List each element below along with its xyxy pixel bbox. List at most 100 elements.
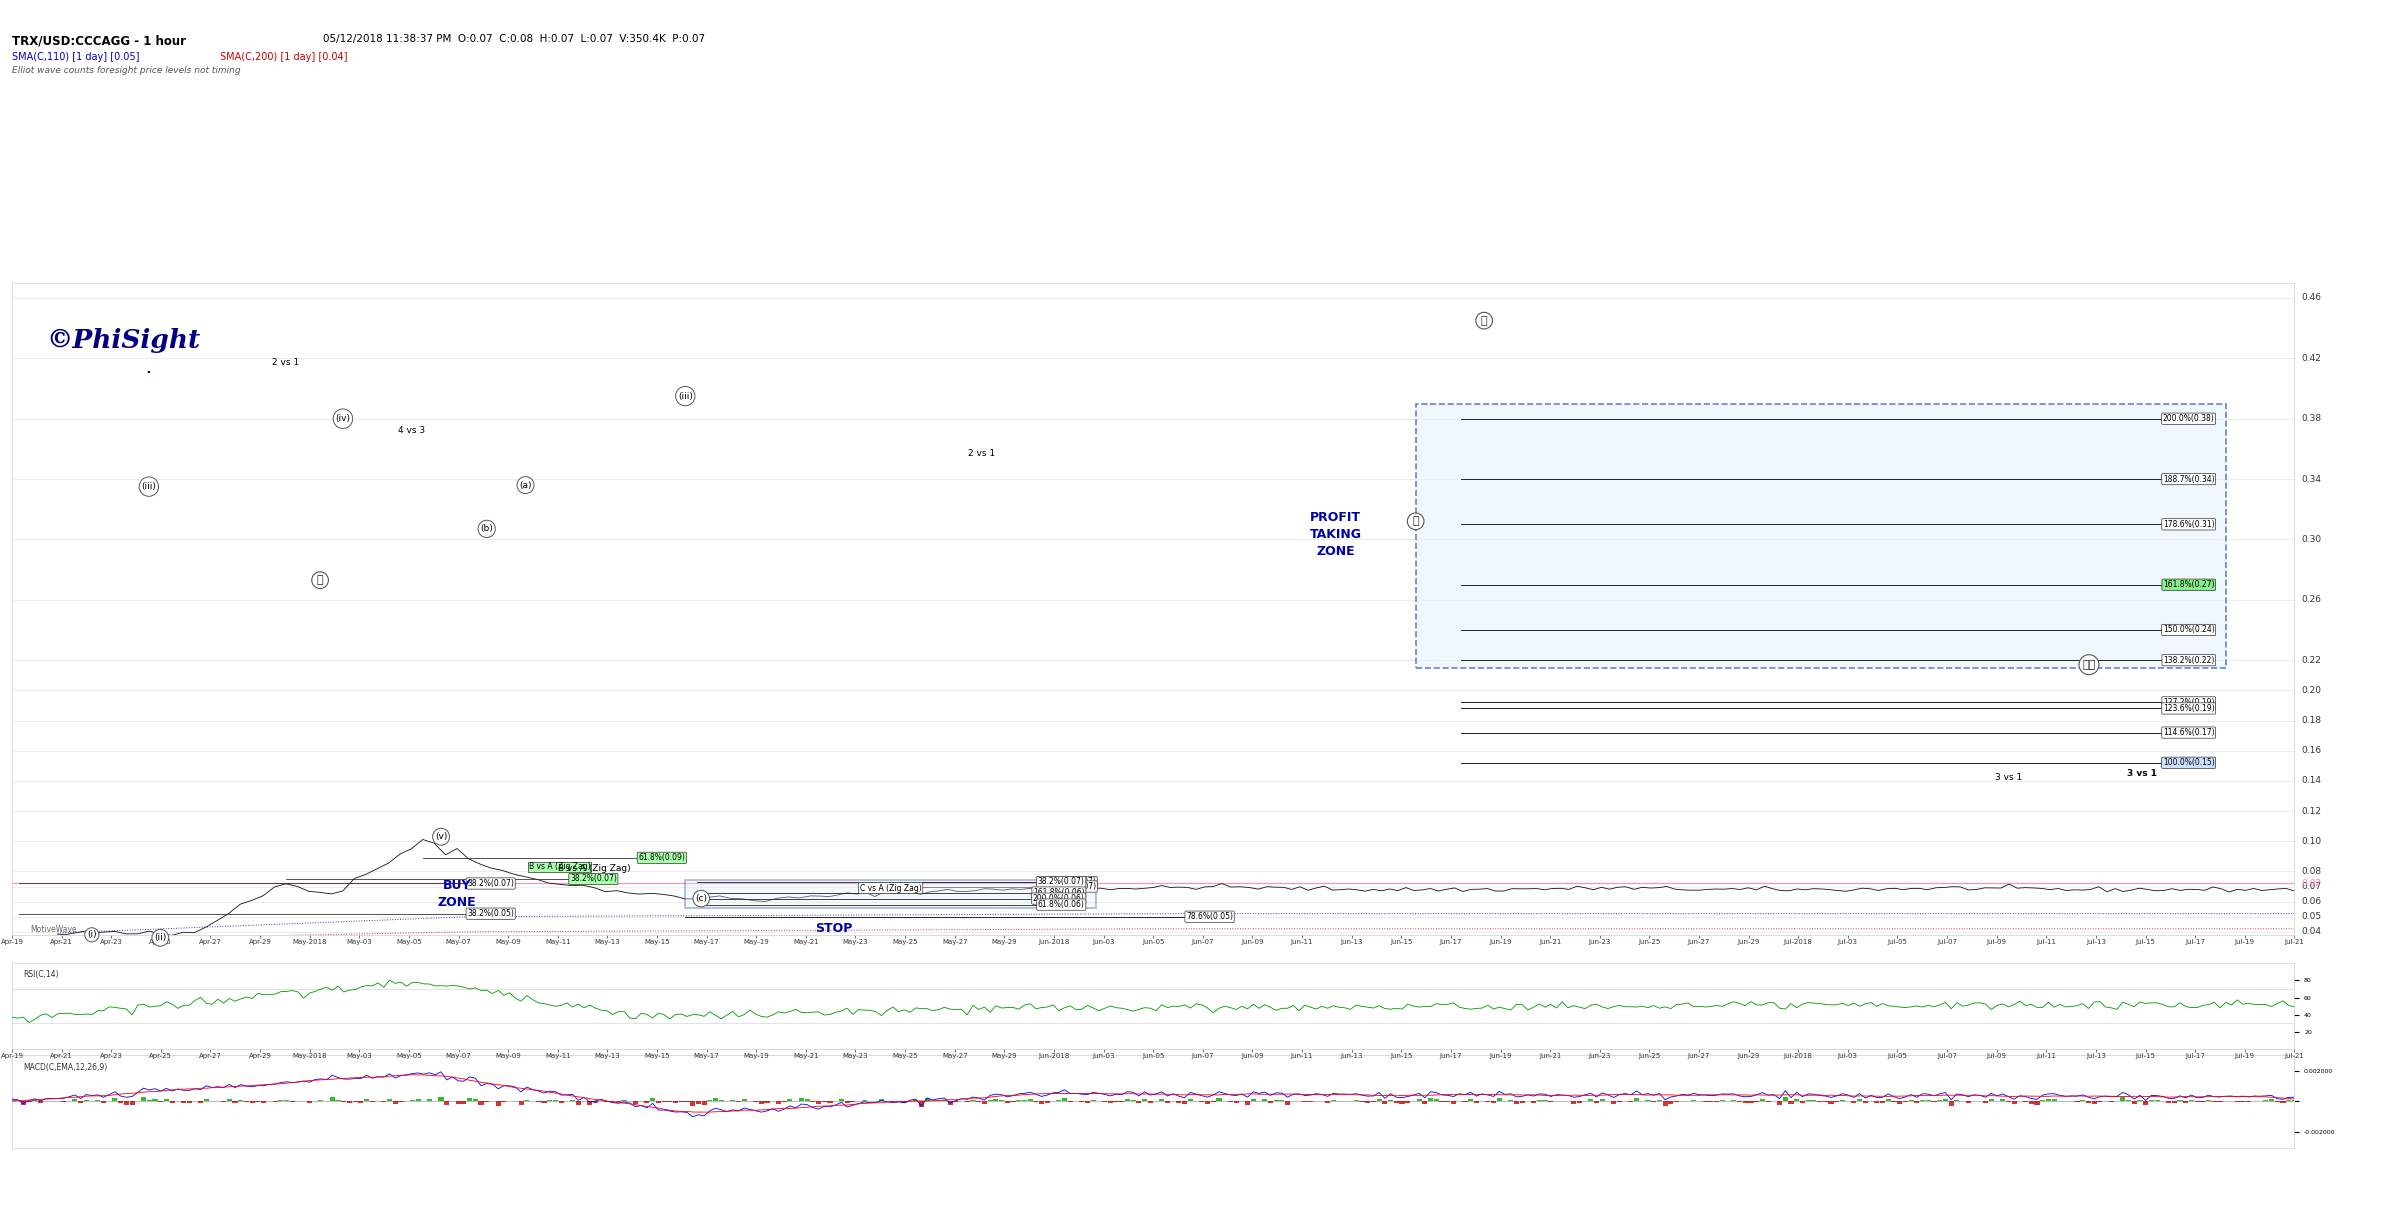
Bar xyxy=(2173,1102,2177,1103)
Bar xyxy=(1381,1102,1389,1105)
Bar xyxy=(186,1102,191,1103)
Bar xyxy=(124,1102,129,1106)
Bar xyxy=(112,1098,117,1102)
Text: 50.0%(0.07): 50.0%(0.07) xyxy=(1049,882,1097,891)
Bar xyxy=(2120,1097,2125,1102)
Bar xyxy=(593,1102,598,1103)
Text: 161.8%(0.06): 161.8%(0.06) xyxy=(1032,888,1085,897)
Bar xyxy=(1919,1100,1924,1102)
Bar xyxy=(79,1102,84,1103)
Bar xyxy=(1513,1102,1520,1103)
Bar xyxy=(1938,1100,1943,1102)
Text: 100.0%(0.15): 100.0%(0.15) xyxy=(2163,758,2216,768)
Bar xyxy=(1926,1100,1931,1102)
Bar xyxy=(918,1102,925,1107)
Bar xyxy=(719,1100,724,1102)
Bar xyxy=(650,1097,655,1102)
Bar xyxy=(22,1102,26,1105)
Text: 0.10: 0.10 xyxy=(2302,836,2321,846)
Bar xyxy=(1422,1102,1427,1105)
Bar xyxy=(913,1100,918,1102)
Text: 127.2%(0.19): 127.2%(0.19) xyxy=(2163,697,2216,707)
Bar xyxy=(2012,1102,2017,1105)
Bar xyxy=(2268,1100,2275,1102)
Text: 123.6%(0.19): 123.6%(0.19) xyxy=(2163,704,2216,713)
Bar xyxy=(146,1100,153,1102)
Bar xyxy=(1107,1102,1114,1103)
Bar xyxy=(392,1102,397,1103)
Bar xyxy=(1028,1100,1032,1102)
Bar xyxy=(691,1102,695,1106)
Bar xyxy=(839,1098,844,1102)
Text: BUY
ZONE: BUY ZONE xyxy=(437,879,476,909)
Bar xyxy=(2091,1102,2096,1105)
Bar xyxy=(1910,1100,1914,1102)
Bar xyxy=(1778,1102,1783,1105)
Bar xyxy=(1217,1098,1221,1102)
Text: (c): (c) xyxy=(695,894,707,903)
Bar xyxy=(1840,1100,1845,1102)
Text: 0.07: 0.07 xyxy=(2302,882,2321,891)
Bar xyxy=(1663,1102,1668,1106)
Bar xyxy=(1692,1100,1697,1102)
Bar xyxy=(712,1098,717,1102)
Bar xyxy=(363,1100,368,1102)
Bar xyxy=(2189,1100,2194,1102)
Bar xyxy=(1250,1100,1255,1102)
Text: (b): (b) xyxy=(480,524,492,534)
Text: 138.2%(0.22): 138.2%(0.22) xyxy=(2163,656,2216,664)
Bar xyxy=(1857,1100,1862,1102)
Bar xyxy=(1405,1102,1410,1103)
Text: 0.16: 0.16 xyxy=(2302,747,2321,755)
Bar xyxy=(576,1102,581,1105)
Bar xyxy=(165,1100,170,1102)
Text: 38.2%(0.07): 38.2%(0.07) xyxy=(1037,877,1085,887)
Text: 4 vs 3: 4 vs 3 xyxy=(397,427,425,435)
Text: 0.08: 0.08 xyxy=(2302,867,2321,876)
Bar xyxy=(1644,1100,1651,1102)
Text: 0.46: 0.46 xyxy=(2302,294,2321,303)
Bar xyxy=(1955,1100,1960,1102)
Bar xyxy=(1852,1102,1857,1103)
Bar xyxy=(1532,1102,1537,1103)
Bar xyxy=(765,1102,770,1103)
Bar xyxy=(1188,1100,1193,1102)
Bar xyxy=(1948,1102,1953,1106)
Bar xyxy=(1061,1097,1066,1102)
Bar xyxy=(284,1100,289,1102)
Text: 2 vs 1: 2 vs 1 xyxy=(968,449,997,458)
Bar xyxy=(2041,1100,2046,1102)
Bar xyxy=(2127,1100,2132,1102)
Bar xyxy=(1467,1100,1472,1102)
Text: 38.2%(0.07): 38.2%(0.07) xyxy=(466,879,514,888)
Bar xyxy=(306,1102,313,1103)
Bar xyxy=(1742,1102,1747,1103)
Bar xyxy=(987,1100,992,1102)
Text: Ⓣ: Ⓣ xyxy=(1412,517,1420,526)
Bar xyxy=(543,1102,547,1103)
Text: 161.8%(0.27): 161.8%(0.27) xyxy=(2163,581,2216,589)
Bar xyxy=(805,1098,810,1102)
Bar xyxy=(1135,1102,1142,1103)
Text: (iv): (iv) xyxy=(335,415,351,423)
Bar xyxy=(249,1102,256,1103)
Bar xyxy=(633,1102,638,1103)
Bar xyxy=(519,1102,523,1106)
Text: Elliot wave counts foresight price levels not timing: Elliot wave counts foresight price level… xyxy=(12,66,241,75)
Bar xyxy=(72,1100,76,1102)
Bar xyxy=(1205,1102,1209,1103)
Text: STOP: STOP xyxy=(815,922,853,935)
Bar xyxy=(2144,1102,2149,1106)
Bar xyxy=(1759,1098,1764,1102)
Bar xyxy=(1828,1102,1833,1103)
Bar xyxy=(461,1102,466,1103)
Bar xyxy=(117,1102,124,1103)
Text: (a): (a) xyxy=(519,481,531,490)
Bar xyxy=(1496,1098,1501,1102)
Text: 61.8%(0.06): 61.8%(0.06) xyxy=(1037,900,1085,909)
Bar xyxy=(1788,1102,1792,1105)
Text: 0.30: 0.30 xyxy=(2302,535,2321,544)
Text: SMA(C,110) [1 day] [0.05]: SMA(C,110) [1 day] [0.05] xyxy=(12,52,139,62)
Bar xyxy=(1434,1100,1439,1102)
Bar xyxy=(1389,1100,1393,1102)
